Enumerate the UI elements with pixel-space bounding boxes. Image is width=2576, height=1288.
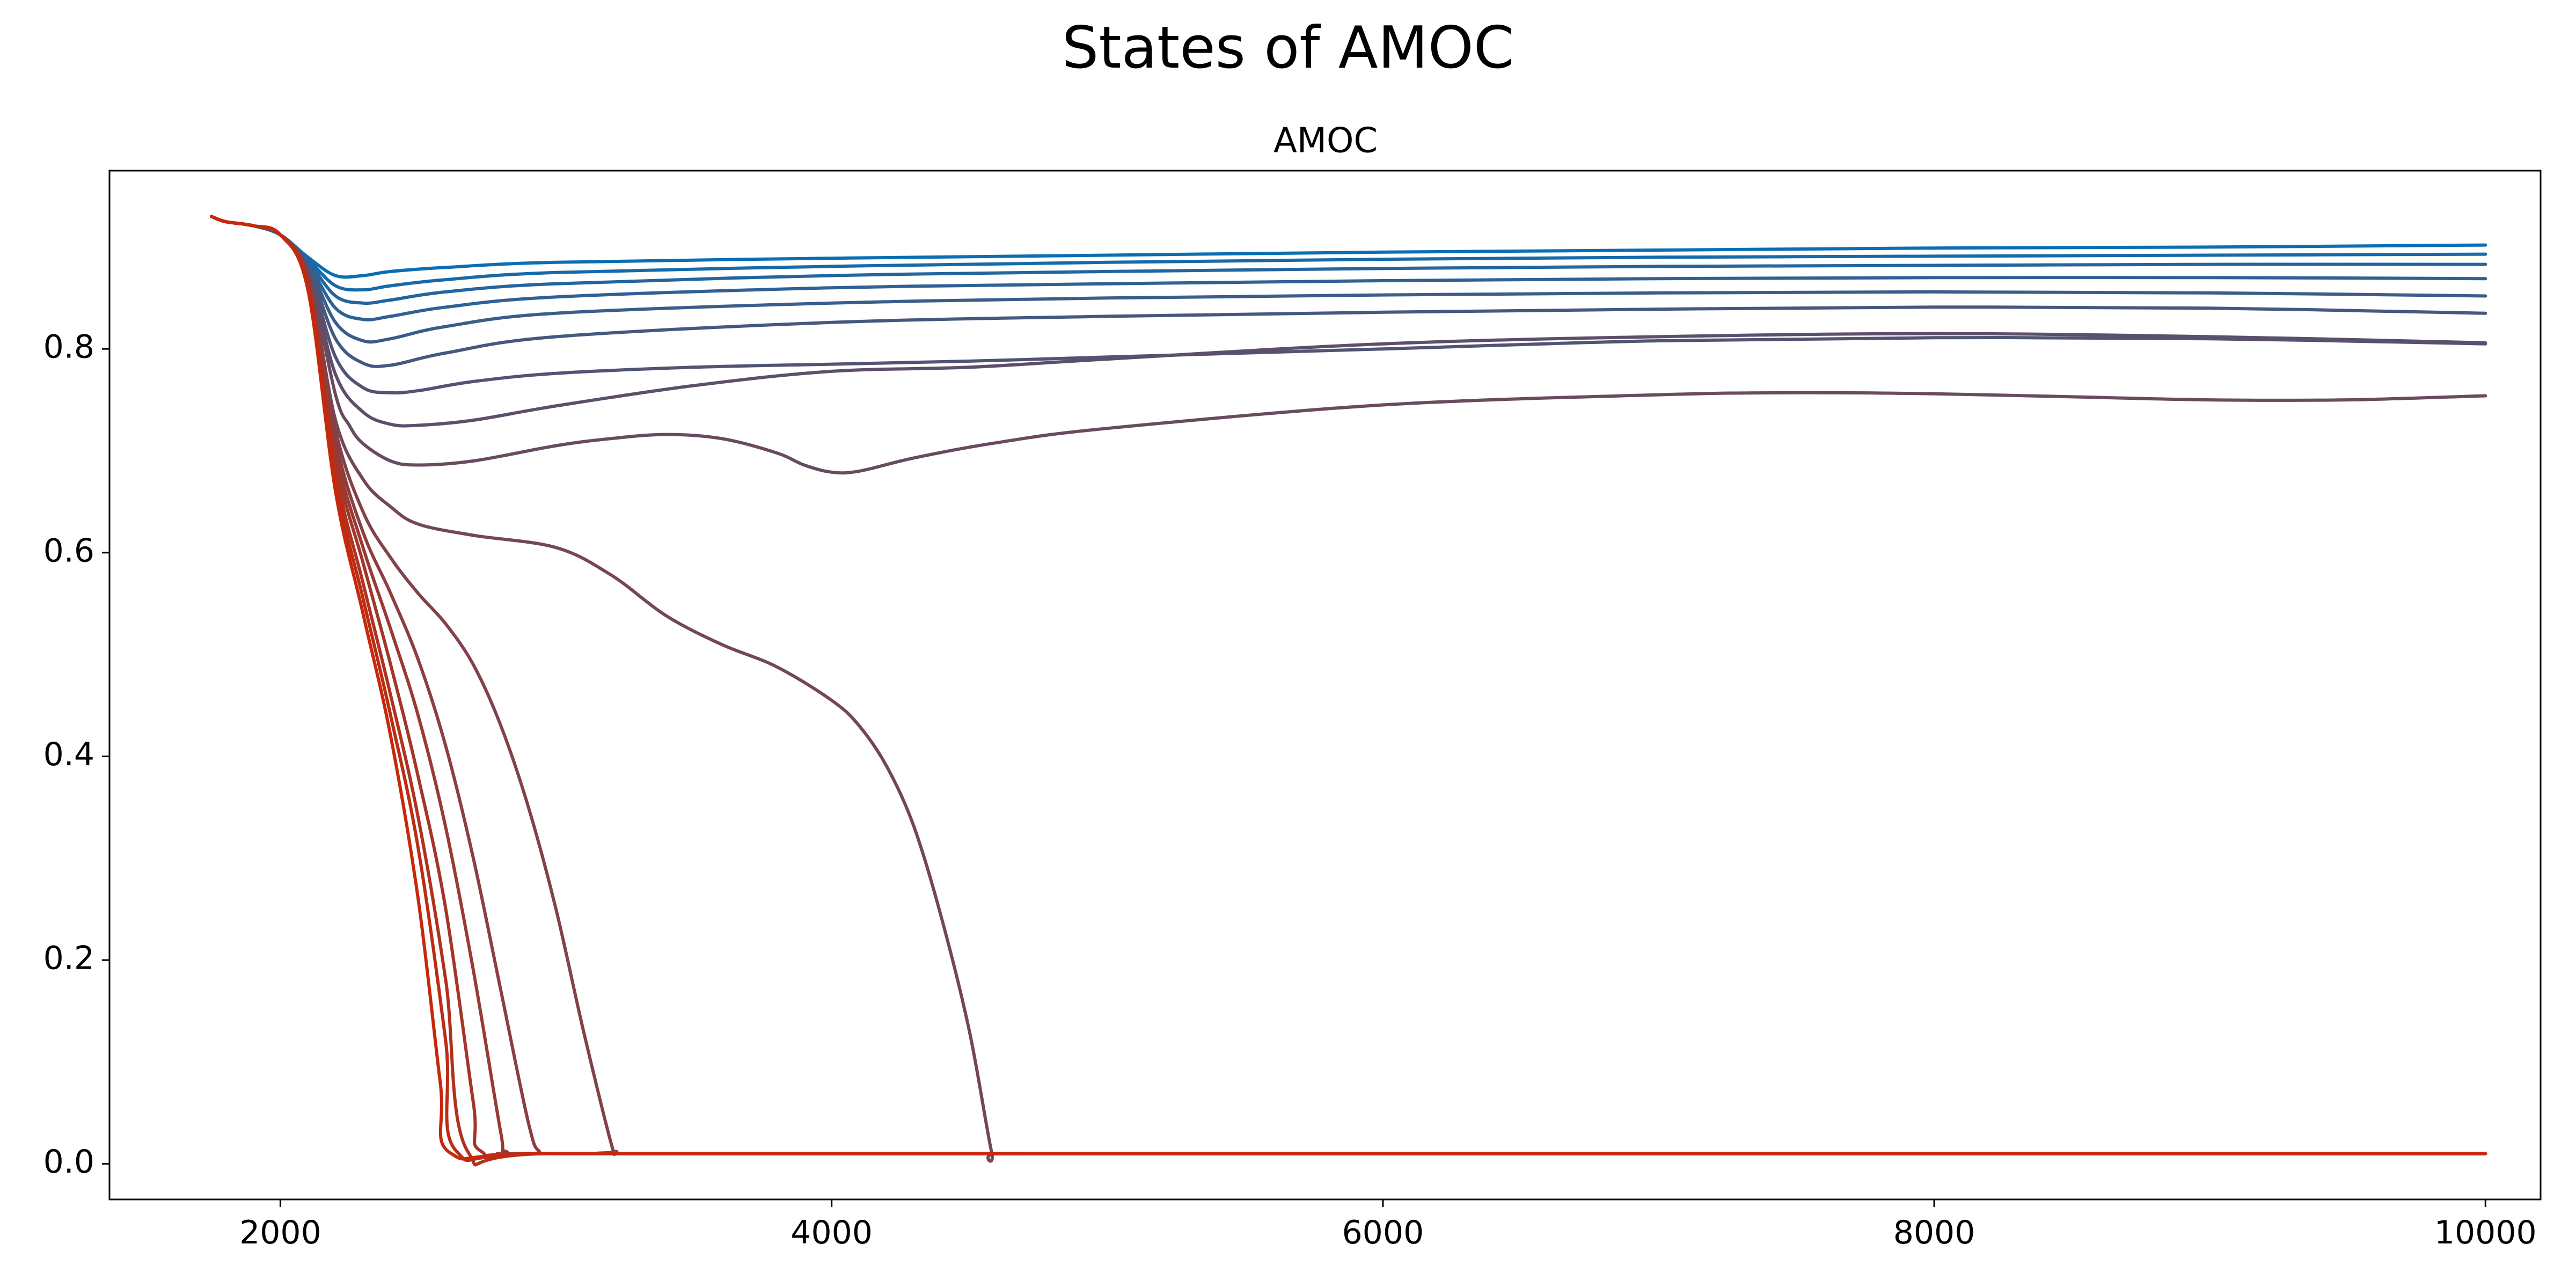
- series-layer: [210, 215, 2487, 1167]
- x-tick-label: 6000: [1342, 1214, 1424, 1252]
- chart-title: AMOC: [1274, 121, 1378, 161]
- x-tick-label: 8000: [1893, 1214, 1975, 1252]
- y-tick-label: 0.0: [43, 1143, 94, 1181]
- x-tick-label: 2000: [239, 1214, 321, 1252]
- y-tick-label: 0.8: [43, 328, 94, 366]
- series-line-3: [210, 215, 2487, 305]
- series-line-2: [210, 215, 2487, 292]
- y-tick-label: 0.2: [43, 940, 94, 977]
- series-line-1: [210, 215, 2487, 279]
- y-tick-label: 0.4: [43, 736, 94, 773]
- x-tick-label: 4000: [791, 1214, 873, 1252]
- series-line-7: [210, 215, 2487, 395]
- x-axis: 2000 4000 6000 8000 10000: [239, 1199, 2537, 1252]
- series-line-9: [210, 215, 2487, 475]
- series-line-8: [210, 215, 2487, 428]
- series-line-6: [210, 215, 2487, 368]
- figure-title: States of AMOC: [1062, 14, 1514, 82]
- series-line-5: [210, 215, 2487, 344]
- plot-frame: [108, 170, 2542, 1201]
- y-axis: 0.0 0.2 0.4 0.6 0.8: [43, 328, 109, 1181]
- series-line-17: [210, 215, 2487, 1161]
- y-tick-label: 0.6: [43, 532, 94, 569]
- series-line-4: [210, 215, 2487, 321]
- x-tick-label: 10000: [2434, 1214, 2537, 1252]
